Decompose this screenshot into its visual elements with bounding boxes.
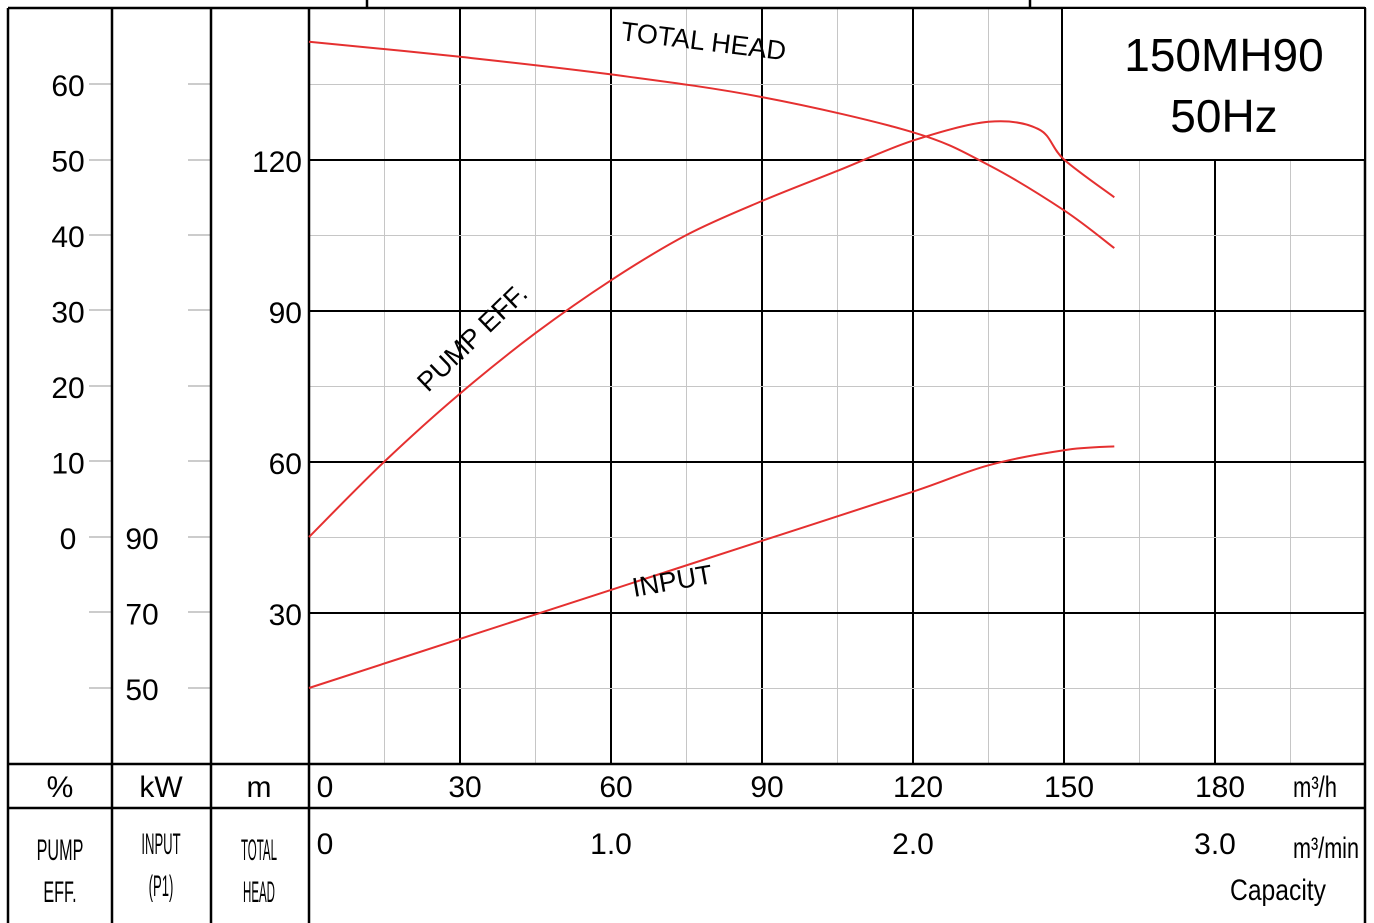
capacity-m3min-tick-label: 1.0 (590, 828, 632, 861)
total-head-tick-label: 90 (269, 297, 302, 330)
pump-eff-tick-label: 50 (51, 146, 84, 179)
pump-eff-tick-label: 40 (51, 221, 84, 254)
performance-curves (308, 40, 1115, 689)
capacity-label: Capacity (1230, 874, 1326, 907)
capacity-m3h-scale: 0 30 60 90 120 150 180 (317, 771, 1245, 804)
capacity-m3min-tick-label: 0 (317, 828, 334, 861)
total-head-tick-label: 30 (269, 599, 302, 632)
input-power-tick-label: 90 (125, 523, 158, 556)
input-power-tick-label: 70 (125, 599, 158, 632)
input-curve-label: INPUT (630, 559, 715, 603)
pump-eff-curve-label: PUMP EFF. (411, 278, 533, 397)
input-power-tick-label: 50 (125, 674, 158, 707)
capacity-m3h-tick-label: 120 (893, 771, 943, 804)
chart-title: 150MH90 (1124, 29, 1323, 81)
pump-eff-tick-label: 60 (51, 70, 84, 103)
capacity-m3min-tick-label: 3.0 (1194, 828, 1236, 861)
chart-subtitle: 50Hz (1170, 90, 1277, 142)
pump-eff-tick-label: 30 (51, 297, 84, 330)
pump-eff-curve (308, 120, 1115, 538)
capacity-m3min-tick-label: 2.0 (892, 828, 934, 861)
total-head-caption: TOTAL HEAD (241, 834, 277, 909)
capacity-m3h-tick-label: 90 (750, 771, 783, 804)
pump-eff-tick-label: 20 (51, 372, 84, 405)
pump-eff-caption-line: PUMP (37, 834, 84, 867)
capacity-m3h-tick-label: 0 (317, 771, 334, 804)
capacity-m3h-tick-label: 60 (599, 771, 632, 804)
percent-unit-label: % (47, 771, 74, 804)
input-caption-line: (P1) (149, 870, 174, 903)
total-head-tick-label: 120 (252, 146, 302, 179)
input-caption: INPUT (P1) (141, 828, 180, 903)
pump-eff-tick-label: 0 (60, 523, 77, 556)
title-box (1061, 7, 1366, 161)
total-head-curve (308, 40, 1115, 249)
input-caption-line: INPUT (141, 828, 180, 861)
capacity-m3min-scale: 0 1.0 2.0 3.0 (317, 828, 1236, 861)
m3h-unit-label: m³/h (1293, 771, 1337, 804)
total-head-caption-line: TOTAL (241, 834, 277, 867)
chart-frame (6, 0, 1367, 923)
pump-eff-caption-line: EFF. (43, 876, 76, 909)
total-head-scale: 120 90 60 30 (252, 146, 302, 632)
pump-eff-tick-label: 10 (51, 448, 84, 481)
pump-eff-scale: 60 50 40 30 20 10 0 (51, 70, 84, 556)
pump-eff-caption: PUMP EFF. (37, 834, 84, 909)
capacity-m3h-tick-label: 150 (1044, 771, 1094, 804)
capacity-m3h-tick-label: 180 (1195, 771, 1245, 804)
total-head-caption-line: HEAD (243, 876, 275, 909)
capacity-m3h-tick-label: 30 (448, 771, 481, 804)
kw-unit-label: kW (139, 771, 183, 804)
input-curve (308, 445, 1115, 689)
m-unit-label: m (247, 771, 272, 804)
m3min-unit-label: m³/min (1293, 832, 1359, 865)
total-head-tick-label: 60 (269, 448, 302, 481)
input-power-scale: 90 70 50 (125, 523, 158, 707)
